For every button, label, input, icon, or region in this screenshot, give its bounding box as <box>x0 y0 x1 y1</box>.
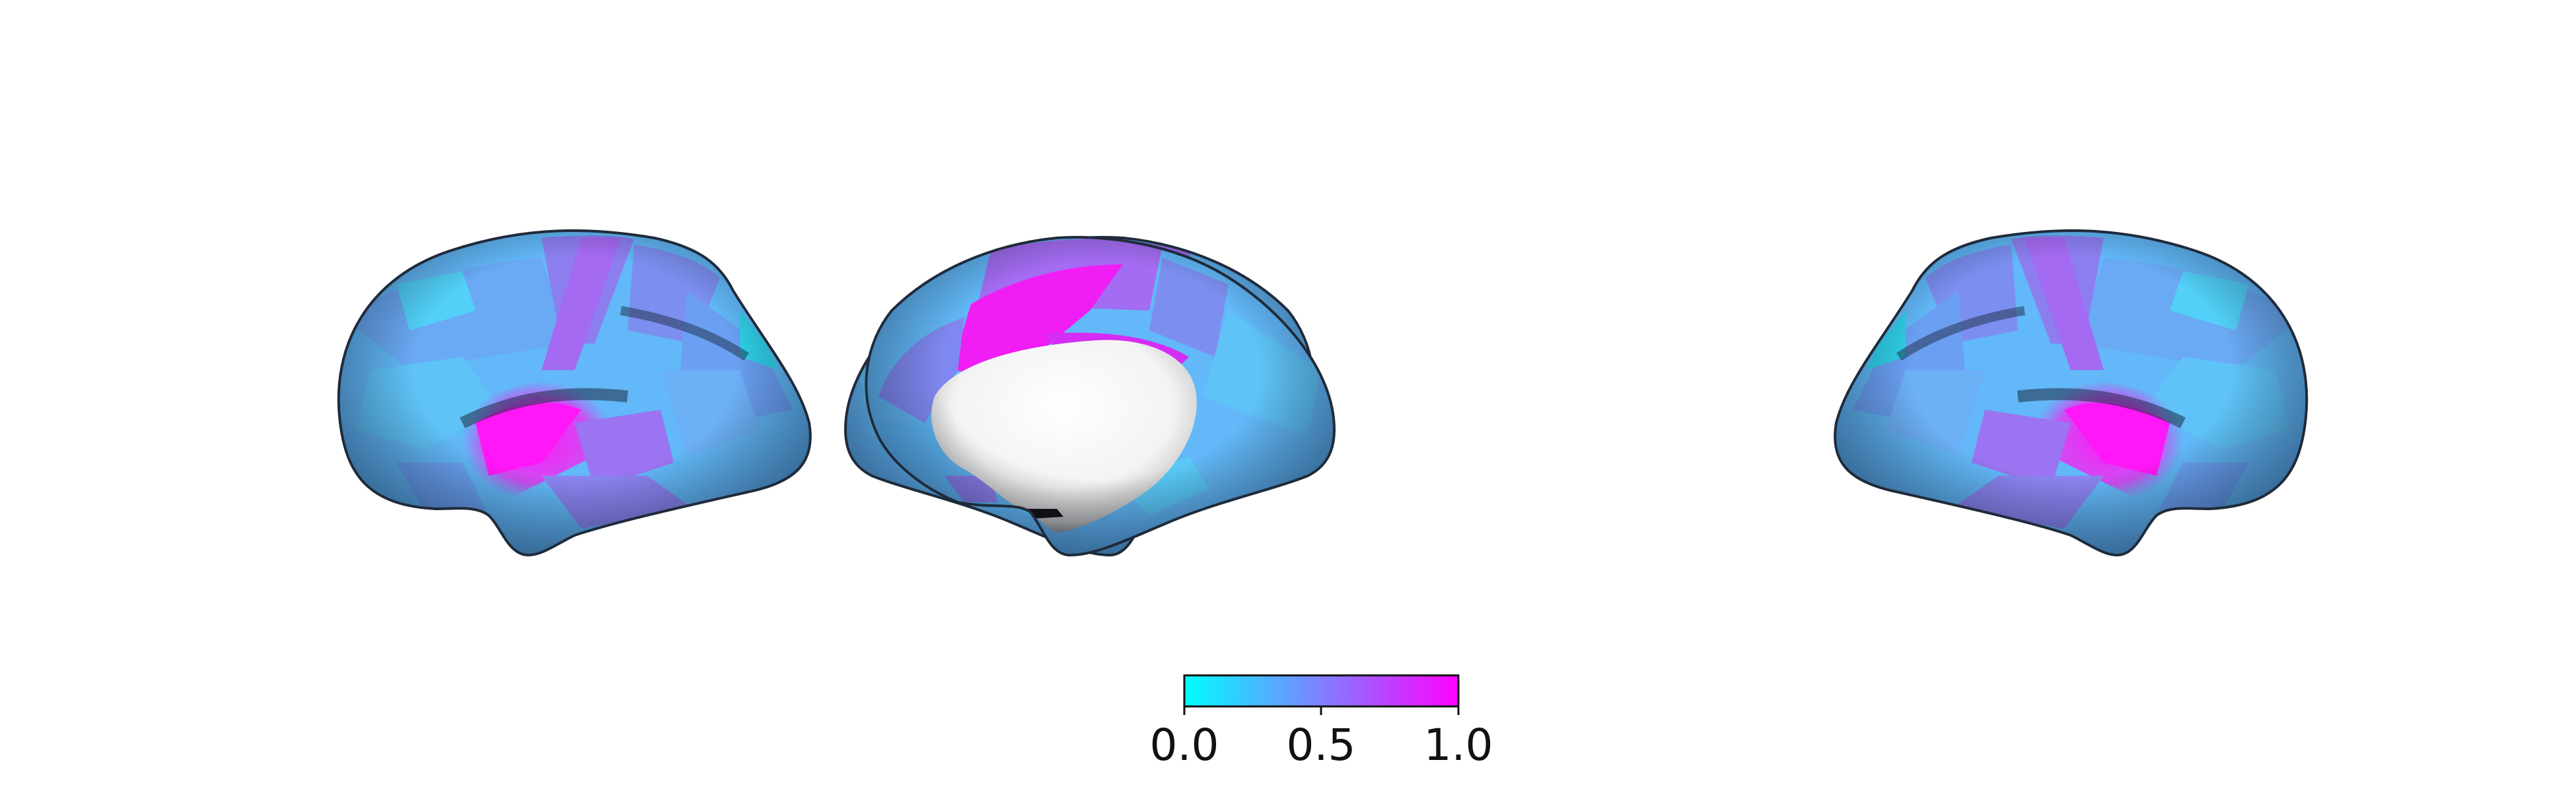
right-medial-view <box>866 237 1334 555</box>
colorbar-tick-label: 1.0 <box>1424 720 1493 771</box>
colorbar: 0.0 0.5 1.0 <box>1150 674 1493 771</box>
colorbar-gradient <box>1183 674 1460 708</box>
left-lateral-view <box>339 231 810 555</box>
right-lateral-view <box>1835 231 2307 555</box>
colorbar-tick-label: 0.0 <box>1150 720 1219 771</box>
colorbar-tick-label: 0.5 <box>1287 720 1356 771</box>
